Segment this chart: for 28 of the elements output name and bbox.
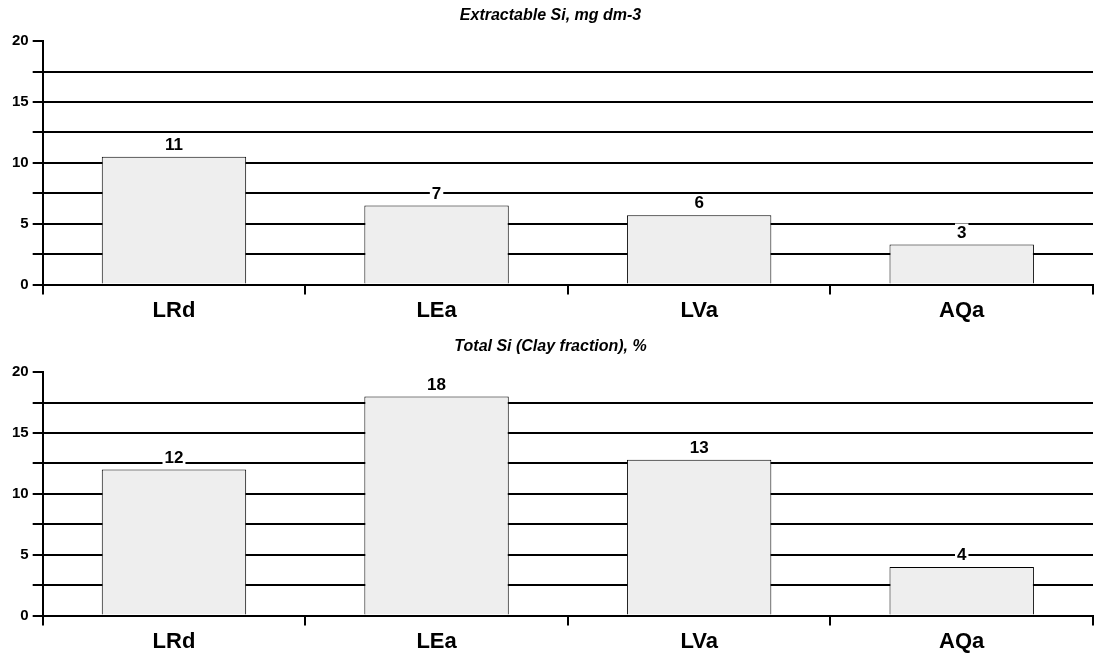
- data-label: 4: [956, 545, 967, 565]
- data-label: 7: [431, 183, 442, 203]
- y-tick-label: 20: [12, 31, 29, 49]
- data-label: 12: [164, 447, 184, 467]
- data-label: 3: [956, 222, 967, 242]
- x-tick-label: AQa: [939, 296, 986, 322]
- y-tick-label: 0: [20, 605, 29, 623]
- x-tick-label: LVa: [680, 296, 719, 322]
- y-tick-label: 5: [20, 544, 29, 562]
- y-tick-label: 20: [12, 362, 29, 380]
- chart-title: Total Si (Clay fraction), %: [454, 337, 647, 355]
- x-tick-label: LEa: [416, 627, 458, 653]
- x-tick-label: LRd: [152, 296, 196, 322]
- chart-title: Extractable Si, mg dm-3: [459, 6, 642, 24]
- y-tick-label: 10: [12, 484, 29, 502]
- data-label: 11: [164, 135, 183, 154]
- data-label: 6: [694, 193, 704, 213]
- x-tick-label: LVa: [680, 627, 719, 653]
- y-tick-label: 15: [12, 423, 29, 441]
- x-tick-label: AQa: [939, 627, 986, 653]
- y-tick-label: 0: [20, 274, 29, 292]
- x-tick-label: LRd: [152, 627, 196, 653]
- y-tick-label: 10: [12, 153, 29, 171]
- data-label: 13: [689, 438, 709, 458]
- data-label: 18: [427, 374, 447, 394]
- y-tick-label: 15: [12, 92, 29, 110]
- y-tick-label: 5: [20, 213, 29, 231]
- x-tick-label: LEa: [416, 296, 458, 322]
